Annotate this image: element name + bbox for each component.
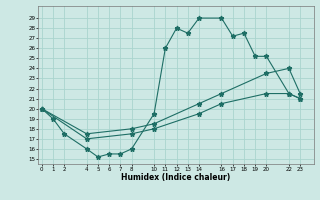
X-axis label: Humidex (Indice chaleur): Humidex (Indice chaleur) bbox=[121, 173, 231, 182]
